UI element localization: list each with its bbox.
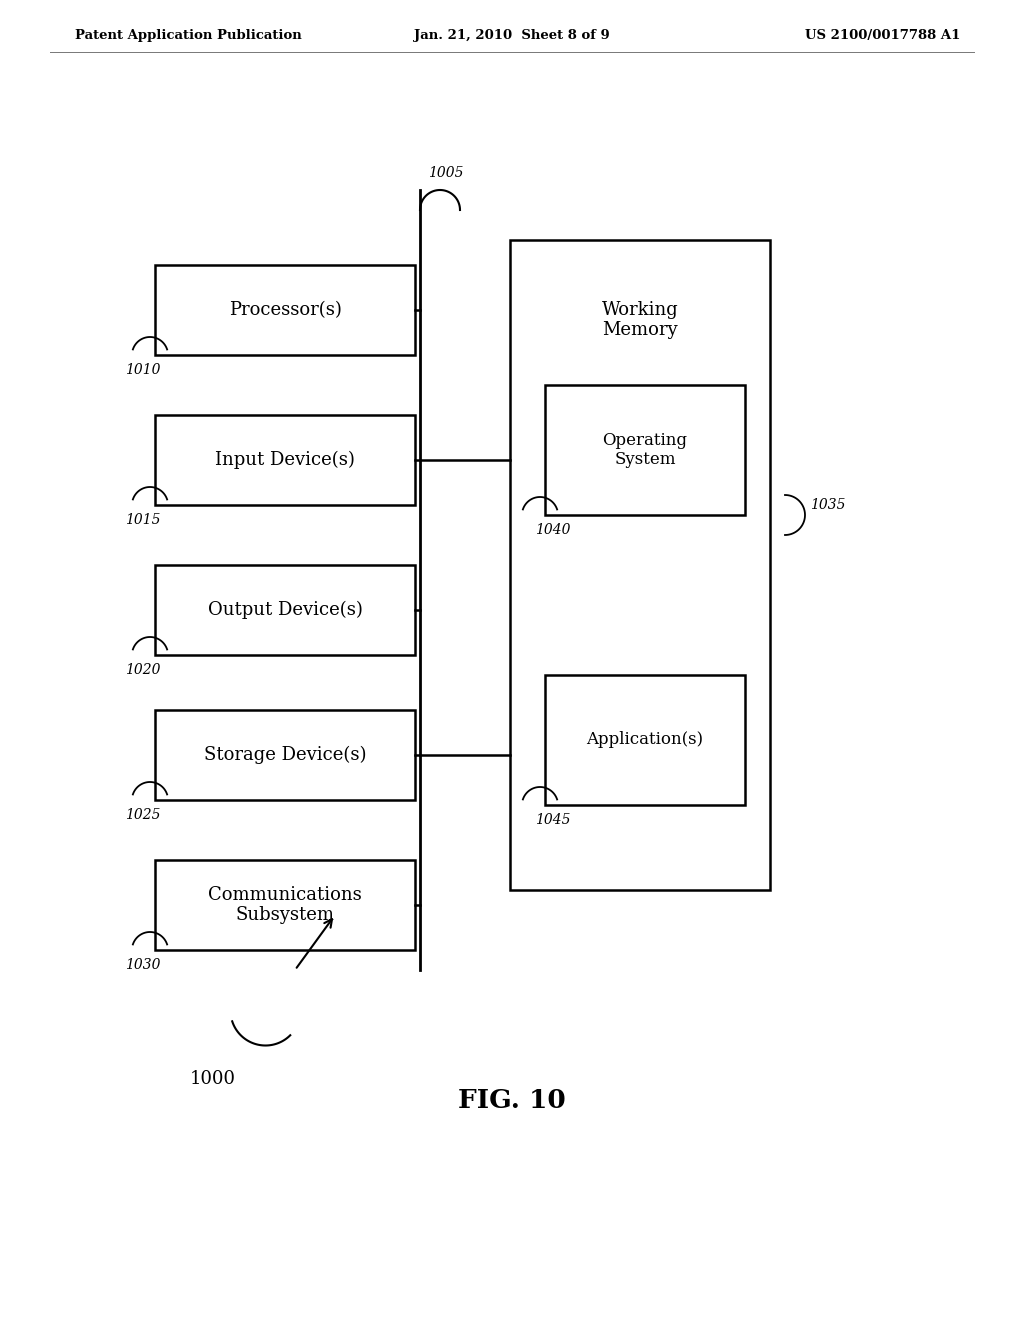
Text: Processor(s): Processor(s)	[228, 301, 341, 319]
Text: Working
Memory: Working Memory	[602, 301, 678, 339]
Bar	[155, 414, 415, 506]
Bar	[545, 675, 745, 805]
Text: 1035: 1035	[810, 498, 846, 512]
Text: US 2100/0017788 A1: US 2100/0017788 A1	[805, 29, 961, 41]
Text: 1040: 1040	[535, 523, 570, 537]
Text: FIG. 10: FIG. 10	[458, 1088, 566, 1113]
Text: Jan. 21, 2010  Sheet 8 of 9: Jan. 21, 2010 Sheet 8 of 9	[414, 29, 610, 41]
Bar	[155, 861, 415, 950]
Text: Input Device(s): Input Device(s)	[215, 451, 355, 469]
Bar	[155, 265, 415, 355]
Text: Storage Device(s): Storage Device(s)	[204, 746, 367, 764]
Text: 1015: 1015	[125, 513, 161, 527]
Text: Communications
Subsystem: Communications Subsystem	[208, 886, 361, 924]
Text: Output Device(s): Output Device(s)	[208, 601, 362, 619]
Text: Application(s): Application(s)	[587, 731, 703, 748]
Bar	[545, 385, 745, 515]
Text: 1005: 1005	[428, 166, 464, 180]
Text: 1000: 1000	[190, 1071, 236, 1088]
Text: Patent Application Publication: Patent Application Publication	[75, 29, 302, 41]
Text: 1030: 1030	[125, 958, 161, 972]
Text: 1010: 1010	[125, 363, 161, 378]
Bar	[510, 240, 770, 890]
Bar	[155, 710, 415, 800]
Text: 1020: 1020	[125, 663, 161, 677]
Text: Operating
System: Operating System	[602, 432, 687, 469]
Bar	[155, 565, 415, 655]
Text: 1025: 1025	[125, 808, 161, 822]
Text: 1045: 1045	[535, 813, 570, 828]
